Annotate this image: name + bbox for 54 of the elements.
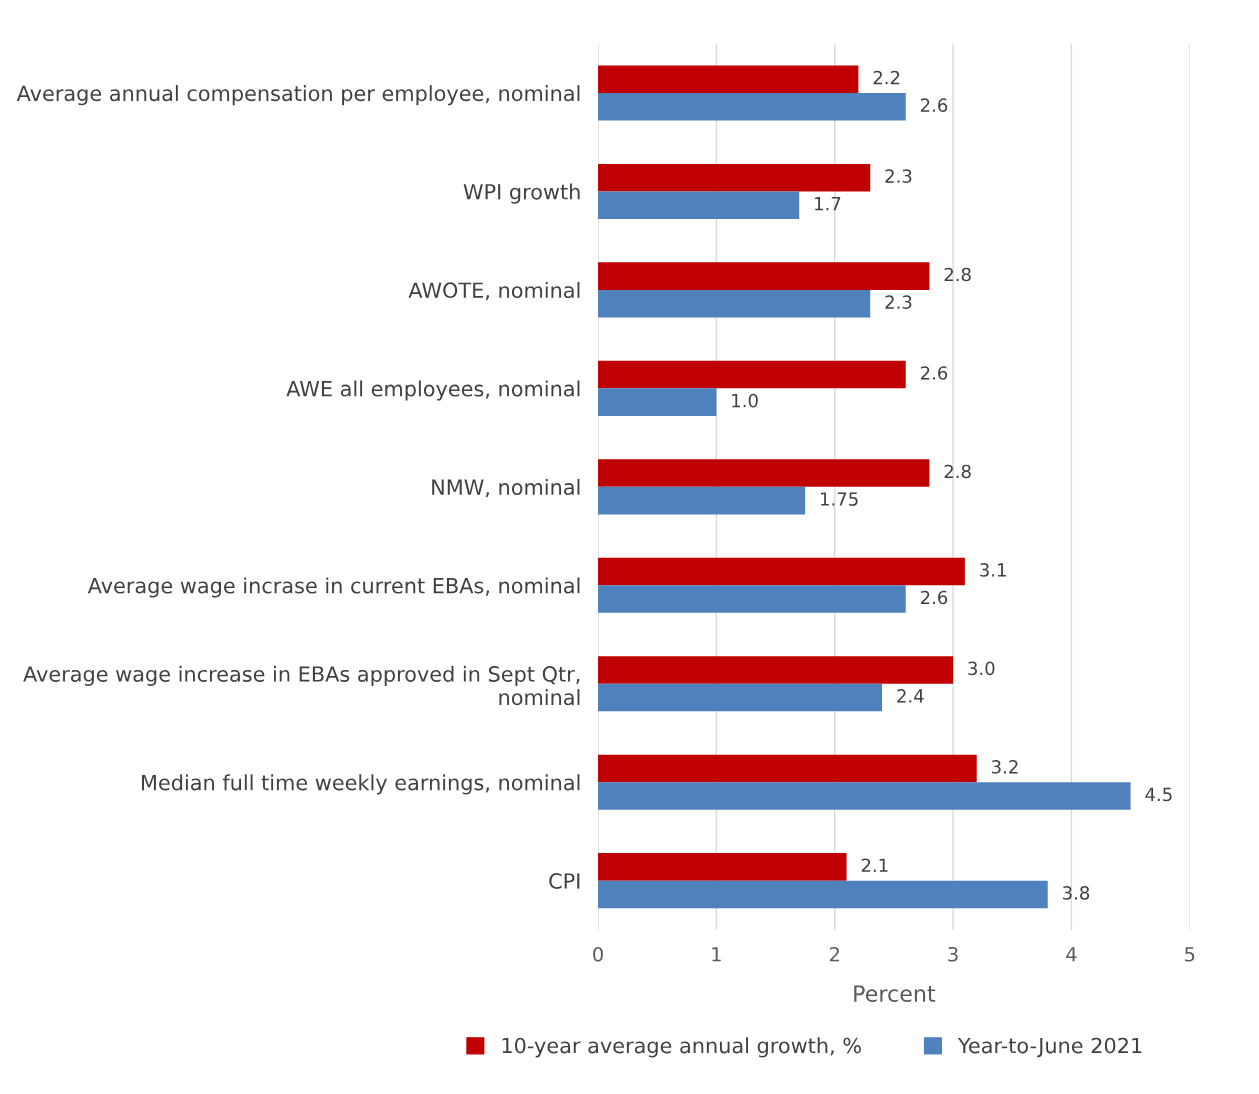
- data-label: 2.1: [861, 858, 888, 872]
- bar: [598, 754, 977, 783]
- y-tick-label: NMW, nominal: [432, 478, 580, 498]
- bar: [598, 360, 906, 389]
- x-tick-label: 3: [948, 946, 958, 962]
- data-label: 1.75: [821, 492, 858, 506]
- data-label: 4.5: [1145, 787, 1172, 802]
- data-label: 1.7: [815, 197, 841, 211]
- data-label: 2.4: [897, 689, 924, 703]
- y-tick-label: Average wage incrase in current EBAs, nominal: [87, 577, 580, 598]
- y-tick-label: CPI: [549, 873, 580, 889]
- bar: [598, 585, 906, 613]
- data-label: 3.1: [980, 563, 1006, 577]
- bar: [598, 289, 871, 318]
- legend-label: 10-year average annual growth, %: [502, 1037, 861, 1058]
- bar: [598, 388, 717, 416]
- data-label: 2.3: [885, 295, 912, 309]
- bar: [598, 880, 1048, 909]
- legend-label: Year-to-June 2021: [957, 1037, 1142, 1058]
- bar: [598, 262, 930, 290]
- data-label: 2.2: [873, 70, 900, 85]
- x-tick-label: 1: [712, 947, 721, 962]
- y-tick-label: Average wage increase in EBAs approved in Sept Qtr, nominal: [23, 665, 580, 706]
- x-tick-label: 2: [829, 946, 839, 962]
- bar: [598, 65, 859, 93]
- data-label: 3.0: [968, 661, 995, 676]
- bar: [598, 191, 800, 220]
- bar: [598, 656, 954, 684]
- x-tick-label: 5: [1185, 947, 1195, 962]
- x-tick-label: 0: [593, 946, 603, 962]
- data-label: 2.8: [944, 464, 971, 479]
- y-tick-label: WPI growth: [463, 183, 580, 204]
- bar: [598, 92, 906, 121]
- y-tick-label: AWE all employees, nominal: [286, 380, 580, 401]
- bar: [598, 486, 806, 515]
- x-axis-title: Percent: [854, 985, 936, 1003]
- data-label: 2.6: [920, 590, 948, 605]
- data-label: 3.2: [992, 760, 1018, 774]
- y-tick-label: Median full time weekly earnings, nominal: [142, 774, 580, 795]
- bar: [598, 163, 871, 192]
- data-label: 3.8: [1063, 886, 1090, 900]
- bar: [598, 459, 930, 487]
- bar: [598, 683, 883, 712]
- data-label: 2.6: [920, 98, 948, 113]
- data-label: 2.3: [885, 169, 912, 183]
- bar: [598, 853, 847, 881]
- y-tick-label: AWOTE, nominal: [408, 281, 580, 301]
- data-label: 1.0: [732, 393, 758, 408]
- y-tick-label: Average annual compensation per employee, nominal: [16, 85, 580, 106]
- bar: [598, 782, 1131, 810]
- x-tick-label: 4: [1066, 947, 1077, 962]
- data-label: 2.6: [920, 366, 948, 380]
- data-label: 2.8: [944, 267, 971, 282]
- bar: [598, 557, 965, 586]
